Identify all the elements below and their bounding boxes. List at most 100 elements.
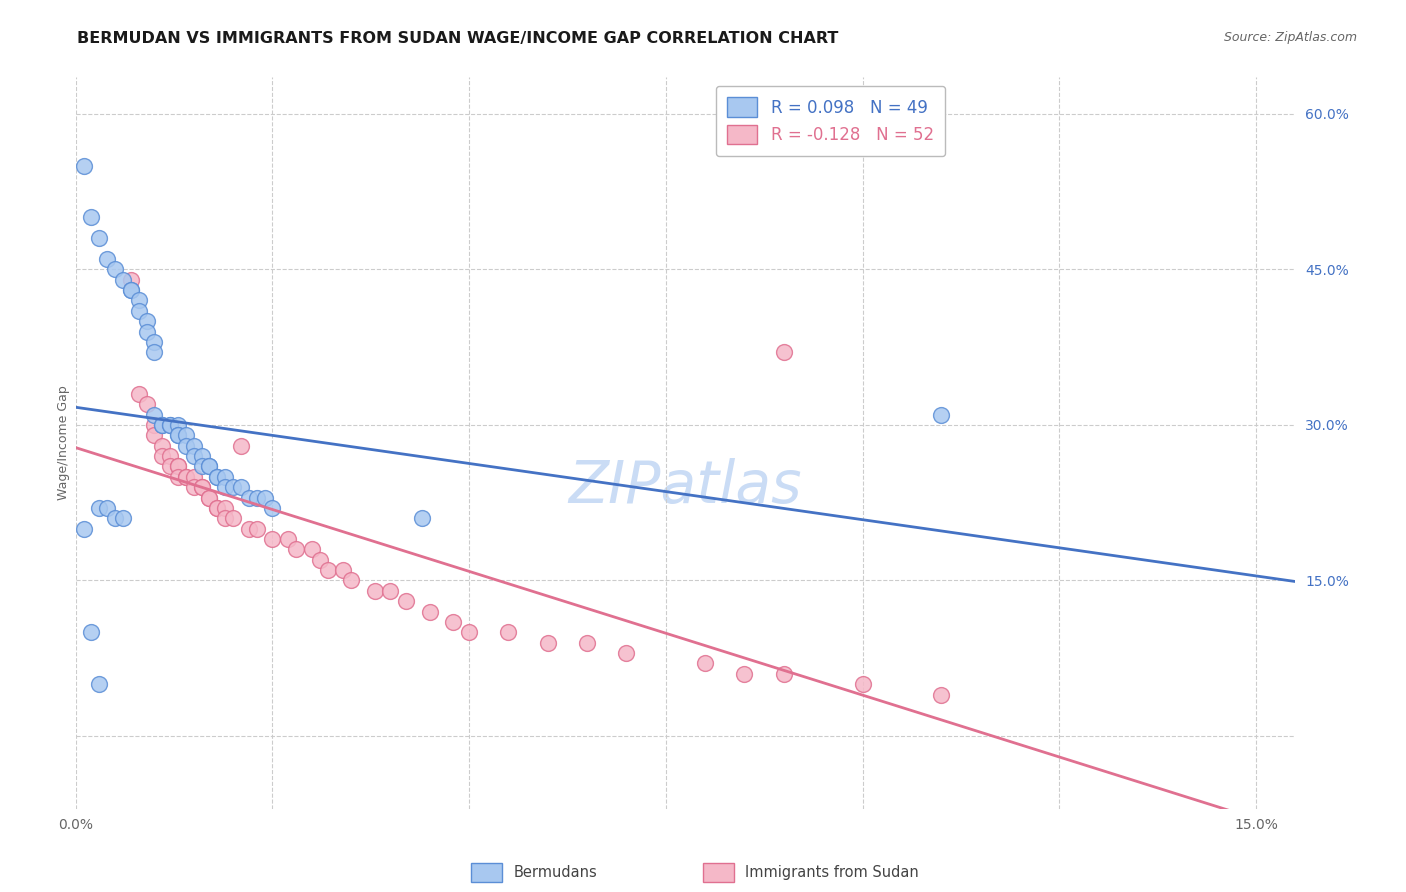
Point (364, 583, 387, 598)
Point (159, 417, 181, 432)
Point (214, 511, 236, 525)
Point (143, 345, 166, 359)
Point (222, 480, 245, 494)
Point (96, 500, 118, 515)
Point (207, 469, 229, 483)
Point (174, 439, 197, 453)
Point (135, 325, 157, 339)
Point (238, 491, 260, 505)
Point (89, 500, 111, 515)
Point (190, 480, 212, 494)
Point (80, 211, 103, 225)
Point (135, 314, 157, 328)
Legend: R = 0.098   N = 49, R = -0.128   N = 52: R = 0.098 N = 49, R = -0.128 N = 52 (716, 86, 945, 156)
Point (207, 500, 229, 515)
Point (167, 428, 190, 442)
Point (308, 553, 330, 567)
Point (332, 563, 354, 577)
Point (616, 646, 638, 660)
Point (150, 439, 173, 453)
Point (929, 688, 952, 702)
Point (190, 449, 212, 463)
Point (150, 417, 173, 432)
Point (316, 563, 339, 577)
Point (120, 283, 142, 297)
Point (96, 252, 118, 266)
Point (198, 491, 221, 505)
Point (143, 417, 166, 432)
Point (159, 459, 181, 474)
Point (851, 677, 873, 691)
Text: BERMUDAN VS IMMIGRANTS FROM SUDAN WAGE/INCOME GAP CORRELATION CHART: BERMUDAN VS IMMIGRANTS FROM SUDAN WAGE/I… (77, 31, 839, 46)
Point (772, 666, 794, 681)
Point (380, 583, 402, 598)
Point (104, 262, 127, 277)
Point (89, 231, 111, 245)
Point (198, 459, 221, 474)
Point (150, 449, 173, 463)
Point (772, 345, 794, 359)
Point (183, 439, 205, 453)
Point (229, 480, 252, 494)
Point (285, 542, 308, 557)
Point (214, 480, 236, 494)
Point (498, 625, 520, 640)
Point (167, 459, 190, 474)
Point (246, 491, 269, 505)
Point (135, 397, 157, 411)
Point (150, 417, 173, 432)
Point (207, 500, 229, 515)
Point (229, 439, 252, 453)
Point (238, 522, 260, 536)
Point (207, 469, 229, 483)
Point (262, 532, 284, 546)
Point (143, 334, 166, 349)
Point (111, 273, 134, 287)
Point (80, 625, 103, 640)
Point (537, 636, 560, 650)
Point (72, 522, 94, 536)
Point (183, 449, 205, 463)
Point (214, 500, 236, 515)
Point (183, 469, 205, 483)
Point (174, 469, 197, 483)
Y-axis label: Wage/Income Gap: Wage/Income Gap (58, 385, 70, 500)
Text: ZIPatlas: ZIPatlas (569, 458, 803, 516)
Point (104, 511, 127, 525)
Point (441, 615, 464, 629)
Point (72, 159, 94, 173)
Point (190, 459, 212, 474)
Point (190, 480, 212, 494)
Point (167, 459, 190, 474)
Point (395, 594, 418, 608)
Point (183, 480, 205, 494)
Point (167, 428, 190, 442)
Point (143, 408, 166, 422)
Point (340, 574, 363, 588)
Point (458, 625, 481, 640)
Point (411, 511, 433, 525)
Point (174, 428, 197, 442)
Point (277, 532, 299, 546)
Text: Source: ZipAtlas.com: Source: ZipAtlas.com (1223, 31, 1357, 45)
Point (214, 469, 236, 483)
Point (143, 428, 166, 442)
Point (695, 657, 717, 671)
Point (120, 273, 142, 287)
Text: Bermudans: Bermudans (513, 865, 598, 880)
Text: Immigrants from Sudan: Immigrants from Sudan (745, 865, 920, 880)
Point (929, 408, 952, 422)
Point (167, 469, 190, 483)
Point (253, 491, 276, 505)
Point (89, 677, 111, 691)
Point (128, 386, 150, 401)
Point (262, 500, 284, 515)
Point (159, 417, 181, 432)
Point (419, 605, 441, 619)
Point (301, 542, 323, 557)
Point (198, 459, 221, 474)
Point (174, 469, 197, 483)
Point (111, 511, 134, 525)
Point (734, 666, 756, 681)
Point (198, 491, 221, 505)
